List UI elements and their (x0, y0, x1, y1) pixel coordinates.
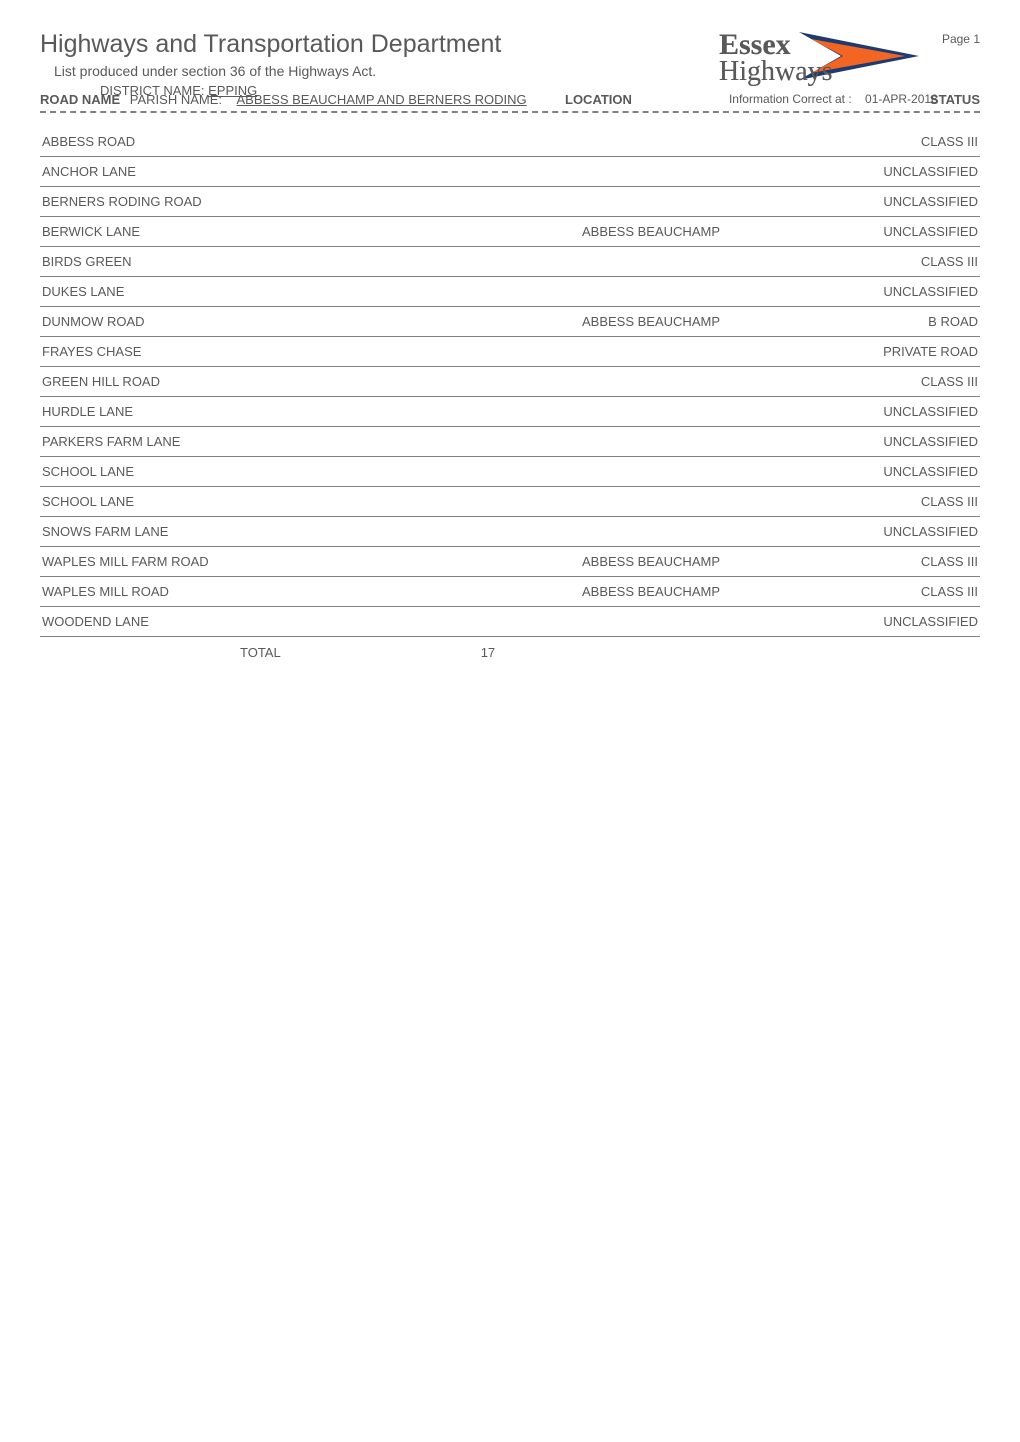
cell-status: CLASS III (830, 547, 980, 577)
page-title: Highways and Transportation Department (40, 30, 719, 59)
cell-road: WAPLES MILL FARM ROAD (40, 547, 580, 577)
road-name-header: ROAD NAME (40, 92, 120, 107)
col-status-header: STATUS (830, 92, 980, 107)
col-road: ROAD NAME PARISH NAME: ABBESS BEAUCHAMP … (40, 92, 540, 107)
cell-location (580, 277, 830, 307)
table-row: SNOWS FARM LANE UNCLASSIFIED (40, 517, 980, 547)
table-row: DUKES LANE UNCLASSIFIED (40, 277, 980, 307)
col-location-header: LOCATION (565, 92, 805, 107)
table-row: SCHOOL LANE UNCLASSIFIED (40, 457, 980, 487)
cell-location: ABBESS BEAUCHAMP (580, 217, 830, 247)
cell-road: FRAYES CHASE (40, 337, 580, 367)
column-header-row: ROAD NAME PARISH NAME: ABBESS BEAUCHAMP … (40, 92, 980, 107)
cell-status: UNCLASSIFIED (830, 157, 980, 187)
cell-status: UNCLASSIFIED (830, 457, 980, 487)
cell-status: UNCLASSIFIED (830, 427, 980, 457)
page-number: Page 1 (942, 32, 980, 46)
cell-road: DUNMOW ROAD (40, 307, 580, 337)
parish-value: ABBESS BEAUCHAMP AND BERNERS RODING (237, 92, 527, 107)
logo-row: Essex Highways Essex Highways Page 1 (719, 28, 980, 86)
table-row: FRAYES CHASE PRIVATE ROAD (40, 337, 980, 367)
cell-road: HURDLE LANE (40, 397, 580, 427)
cell-status: UNCLASSIFIED (830, 397, 980, 427)
cell-status: CLASS III (830, 487, 980, 517)
table-row: WAPLES MILL ROADABBESS BEAUCHAMPCLASS II… (40, 577, 980, 607)
cell-status: CLASS III (830, 367, 980, 397)
cell-location (580, 247, 830, 277)
table-row: ABBESS ROAD CLASS III (40, 127, 980, 157)
table-row: BERNERS RODING ROAD UNCLASSIFIED (40, 187, 980, 217)
cell-location (580, 187, 830, 217)
cell-status: UNCLASSIFIED (830, 187, 980, 217)
roads-table-body: ABBESS ROAD CLASS III ANCHOR LANE UNCLASSIF… (40, 127, 980, 637)
cell-road: PARKERS FARM LANE (40, 427, 580, 457)
cell-location (580, 427, 830, 457)
table-row: ANCHOR LANE UNCLASSIFIED (40, 157, 980, 187)
cell-status: B ROAD (830, 307, 980, 337)
cell-road: ABBESS ROAD (40, 127, 580, 157)
cell-location (580, 517, 830, 547)
table-row: BIRDS GREEN CLASS III (40, 247, 980, 277)
cell-road: SCHOOL LANE (40, 487, 580, 517)
cell-status: UNCLASSIFIED (830, 217, 980, 247)
cell-location (580, 367, 830, 397)
cell-road: GREEN HILL ROAD (40, 367, 580, 397)
table-row: PARKERS FARM LANE UNCLASSIFIED (40, 427, 980, 457)
total-row: TOTAL 17 (40, 645, 980, 660)
table-row: GREEN HILL ROAD CLASS III (40, 367, 980, 397)
header-left: Highways and Transportation Department L… (40, 30, 719, 98)
cell-location (580, 397, 830, 427)
essex-highways-logo: Essex Highways Essex Highways (719, 28, 924, 86)
cell-location (580, 457, 830, 487)
table-row: WOODEND LANE UNCLASSIFIED (40, 607, 980, 637)
cell-status: CLASS III (830, 127, 980, 157)
table-row: DUNMOW ROADABBESS BEAUCHAMPB ROAD (40, 307, 980, 337)
cell-status: CLASS III (830, 577, 980, 607)
cell-road: SNOWS FARM LANE (40, 517, 580, 547)
page-subtitle: List produced under section 36 of the Hi… (54, 63, 719, 79)
roads-table: ABBESS ROAD CLASS III ANCHOR LANE UNCLASSIF… (40, 127, 980, 637)
table-row: BERWICK LANEABBESS BEAUCHAMPUNCLASSIFIED (40, 217, 980, 247)
table-row: WAPLES MILL FARM ROADABBESS BEAUCHAMPCLA… (40, 547, 980, 577)
cell-location (580, 337, 830, 367)
table-row: HURDLE LANE UNCLASSIFIED (40, 397, 980, 427)
cell-road: WOODEND LANE (40, 607, 580, 637)
cell-status: UNCLASSIFIED (830, 517, 980, 547)
cell-location (580, 127, 830, 157)
cell-location (580, 607, 830, 637)
cell-location (580, 487, 830, 517)
cell-status: PRIVATE ROAD (830, 337, 980, 367)
cell-road: WAPLES MILL ROAD (40, 577, 580, 607)
cell-status: CLASS III (830, 247, 980, 277)
cell-status: UNCLASSIFIED (830, 607, 980, 637)
parish-label: PARISH NAME: (130, 92, 222, 107)
cell-road: SCHOOL LANE (40, 457, 580, 487)
table-row: SCHOOL LANE CLASS III (40, 487, 980, 517)
svg-text:Highways: Highways (719, 56, 833, 86)
total-value: 17 (481, 645, 495, 660)
cell-road: BIRDS GREEN (40, 247, 580, 277)
cell-location (580, 157, 830, 187)
cell-location: ABBESS BEAUCHAMP (580, 547, 830, 577)
cell-location: ABBESS BEAUCHAMP (580, 577, 830, 607)
cell-status: UNCLASSIFIED (830, 277, 980, 307)
total-label: TOTAL (240, 645, 281, 660)
cell-road: DUKES LANE (40, 277, 580, 307)
dashed-separator (40, 111, 980, 113)
cell-road: ANCHOR LANE (40, 157, 580, 187)
cell-location: ABBESS BEAUCHAMP (580, 307, 830, 337)
cell-road: BERWICK LANE (40, 217, 580, 247)
cell-road: BERNERS RODING ROAD (40, 187, 580, 217)
